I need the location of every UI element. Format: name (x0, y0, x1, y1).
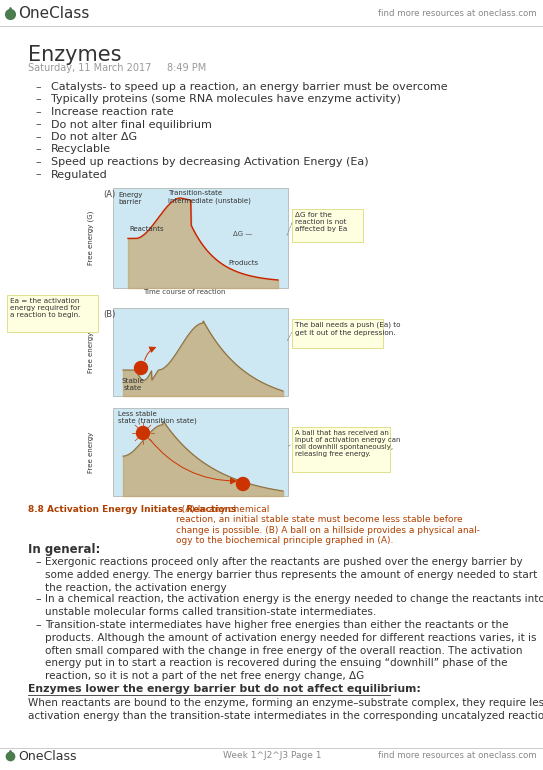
Text: Free energy: Free energy (88, 431, 94, 473)
Text: 8.8 Activation Energy Initiates Reactions: 8.8 Activation Energy Initiates Reaction… (28, 505, 236, 514)
Circle shape (237, 477, 249, 490)
Text: ΔG —: ΔG — (233, 231, 252, 237)
Text: In general:: In general: (28, 543, 100, 556)
Text: Catalysts- to speed up a reaction, an energy barrier must be overcome: Catalysts- to speed up a reaction, an en… (51, 82, 447, 92)
Text: –: – (35, 157, 41, 167)
Text: –: – (35, 107, 41, 117)
Text: In a chemical reaction, the activation energy is the energy needed to change the: In a chemical reaction, the activation e… (45, 594, 543, 617)
Text: Do not alter final equilibrium: Do not alter final equilibrium (51, 119, 212, 129)
FancyBboxPatch shape (292, 209, 363, 242)
Text: –: – (35, 82, 41, 92)
FancyBboxPatch shape (7, 294, 98, 332)
Text: Transition-state intermediates have higher free energies than either the reactan: Transition-state intermediates have high… (45, 620, 536, 681)
Text: –: – (35, 620, 41, 630)
Text: Exergonic reactions proceed only after the reactants are pushed over the energy : Exergonic reactions proceed only after t… (45, 557, 537, 593)
Text: (A) In any chemical
reaction, an initial stable state must become less stable be: (A) In any chemical reaction, an initial… (175, 505, 479, 545)
Text: Time course of reaction: Time course of reaction (143, 289, 225, 295)
Text: Enzymes lower the energy barrier but do not affect equilibrium:: Enzymes lower the energy barrier but do … (28, 684, 421, 694)
FancyBboxPatch shape (292, 427, 389, 471)
Text: OneClass: OneClass (18, 6, 90, 22)
Text: Increase reaction rate: Increase reaction rate (51, 107, 174, 117)
Text: –: – (35, 132, 41, 142)
Text: (B): (B) (103, 310, 115, 319)
Text: Enzymes: Enzymes (28, 45, 122, 65)
Text: (A): (A) (103, 190, 115, 199)
Circle shape (136, 427, 149, 440)
Text: –: – (35, 145, 41, 155)
Text: Week 1^J2^J3 Page 1: Week 1^J2^J3 Page 1 (223, 752, 321, 761)
FancyBboxPatch shape (292, 319, 382, 347)
Text: Products: Products (228, 260, 258, 266)
FancyBboxPatch shape (113, 408, 288, 496)
Text: ΔG for the
reaction is not
affected by Ea: ΔG for the reaction is not affected by E… (295, 212, 348, 232)
Circle shape (135, 361, 148, 374)
Text: Typically proteins (some RNA molecules have enzyme activity): Typically proteins (some RNA molecules h… (51, 95, 401, 105)
Text: –: – (35, 95, 41, 105)
Text: The ball needs a push (Ea) to
get it out of the depression.: The ball needs a push (Ea) to get it out… (295, 322, 401, 336)
Text: Free energy (G): Free energy (G) (88, 211, 94, 265)
Text: Energy
barrier: Energy barrier (118, 192, 142, 205)
Text: –: – (35, 594, 41, 604)
Text: OneClass: OneClass (18, 749, 77, 762)
Text: Free energy: Free energy (88, 331, 94, 373)
Text: Reactants: Reactants (129, 226, 163, 232)
Text: Saturday, 11 March 2017     8:49 PM: Saturday, 11 March 2017 8:49 PM (28, 63, 206, 73)
Text: –: – (35, 119, 41, 129)
Text: Transition-state
intermediate (unstable): Transition-state intermediate (unstable) (168, 190, 251, 203)
Text: –: – (35, 169, 41, 179)
Text: find more resources at oneclass.com: find more resources at oneclass.com (378, 9, 537, 18)
Text: Less stable
state (transition state): Less stable state (transition state) (118, 411, 197, 424)
Text: Regulated: Regulated (51, 169, 108, 179)
Text: Ea = the activation
energy required for
a reaction to begin.: Ea = the activation energy required for … (10, 298, 80, 318)
Text: find more resources at oneclass.com: find more resources at oneclass.com (378, 752, 537, 761)
Text: A ball that has received an
input of activation energy can
roll downhill spontan: A ball that has received an input of act… (295, 430, 401, 457)
Text: Speed up reactions by decreasing Activation Energy (Ea): Speed up reactions by decreasing Activat… (51, 157, 369, 167)
FancyBboxPatch shape (113, 308, 288, 396)
Text: When reactants are bound to the enzyme, forming an enzyme–substrate complex, the: When reactants are bound to the enzyme, … (28, 698, 543, 721)
FancyBboxPatch shape (113, 188, 288, 288)
Text: Recyclable: Recyclable (51, 145, 111, 155)
Text: –: – (35, 557, 41, 567)
Text: Do not alter ΔG: Do not alter ΔG (51, 132, 137, 142)
Text: Stable
state: Stable state (122, 378, 144, 391)
